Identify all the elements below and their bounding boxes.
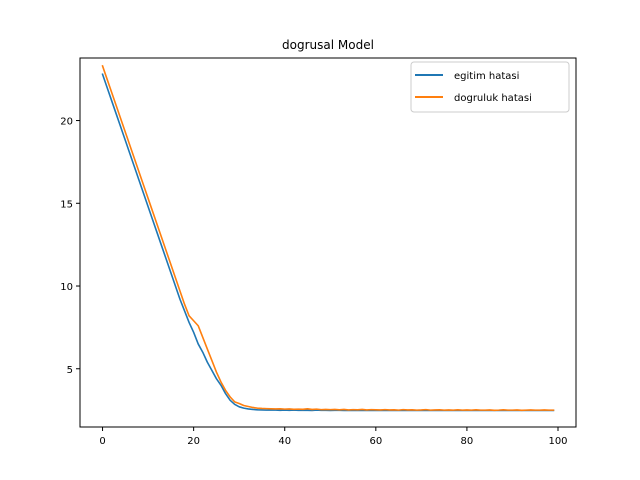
x-tick-label: 80	[461, 436, 474, 447]
x-tick-label: 60	[369, 436, 382, 447]
legend: egitim hatasi dogruluk hatasi	[410, 61, 570, 113]
legend-label-dogruluk-hatasi: dogruluk hatasi	[454, 93, 532, 104]
x-tick-label: 40	[278, 436, 291, 447]
y-tick-label: 15	[60, 199, 73, 210]
y-tick-label: 20	[60, 117, 73, 128]
x-tick-label: 0	[99, 436, 105, 447]
x-tick-label: 20	[187, 436, 200, 447]
legend-box	[410, 61, 570, 113]
y-tick-label: 5	[67, 365, 73, 376]
y-tick-label: 10	[60, 282, 73, 293]
chart-title: dogrusal Model	[282, 38, 374, 52]
series-line-dogruluk-hatasi	[101, 64, 555, 412]
plot-area: 0 20 40 60 80 100 5 10 15 20	[60, 57, 577, 447]
legend-label-egitim-hatasi: egitim hatasi	[454, 71, 519, 82]
axes-frame	[79, 57, 577, 428]
x-tick-label: 100	[548, 436, 567, 447]
